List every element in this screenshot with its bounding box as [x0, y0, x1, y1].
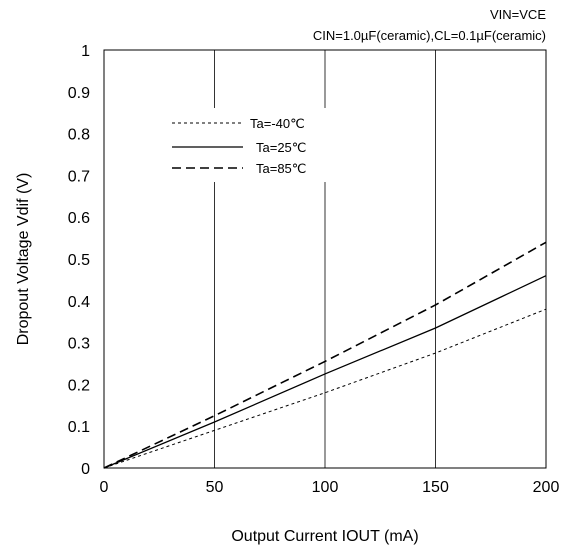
y-tick-label: 0.9	[68, 85, 90, 102]
y-tick-label: 0.7	[68, 168, 90, 185]
y-tick-label: 0.1	[68, 419, 90, 436]
series-line-1	[103, 275, 547, 469]
condition-line-1: VIN=VCE	[490, 7, 546, 22]
legend-background	[148, 108, 328, 182]
y-tick-label: 0.5	[68, 252, 90, 269]
y-tick-label: 1	[81, 43, 90, 60]
y-tick-label: 0.3	[68, 336, 90, 353]
legend-label-ta-minus40: Ta=-40℃	[250, 116, 305, 131]
x-tick-label: 50	[206, 479, 224, 496]
condition-line-2: CIN=1.0µF(ceramic),CL=0.1µF(ceramic)	[313, 28, 546, 43]
series-line-0	[103, 308, 547, 469]
y-tick-label: 0.8	[68, 127, 90, 144]
y-tick-label: 0.2	[68, 377, 90, 394]
x-axis-label: Output Current IOUT (mA)	[231, 528, 418, 545]
x-tick-labels: 0 50 100 150 200	[100, 479, 560, 496]
x-tick-label: 0	[100, 479, 109, 496]
y-axis-label: Dropout Voltage Vdif (V)	[15, 173, 32, 346]
legend-label-ta-25: Ta=25℃	[256, 140, 306, 155]
x-tick-label: 150	[422, 479, 449, 496]
x-tick-label: 200	[533, 479, 560, 496]
y-tick-label: 0	[81, 461, 90, 478]
legend: Ta=-40℃ Ta=25℃ Ta=85℃	[148, 108, 328, 182]
series-lines	[103, 241, 547, 469]
y-tick-label: 0.6	[68, 210, 90, 227]
series-line-2	[103, 241, 547, 469]
y-tick-label: 0.4	[68, 294, 90, 311]
plot-area-frame	[103, 49, 547, 469]
legend-label-ta-85: Ta=85℃	[256, 161, 306, 176]
y-tick-labels: 0 0.1 0.2 0.3 0.4 0.5 0.6 0.7 0.8 0.9 1	[68, 43, 90, 478]
x-tick-label: 100	[312, 479, 339, 496]
